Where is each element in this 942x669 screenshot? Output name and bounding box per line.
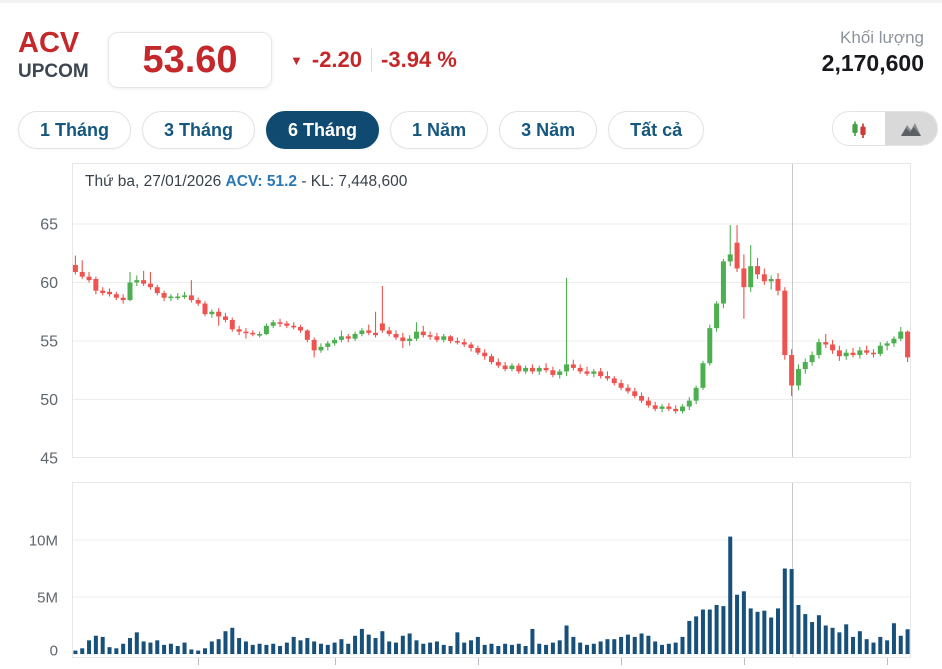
ticker-symbol: ACV xyxy=(18,27,80,59)
svg-text:0: 0 xyxy=(50,643,58,660)
svg-text:10M: 10M xyxy=(29,533,58,550)
svg-text:60: 60 xyxy=(40,275,58,292)
volume-value: 2,170,600 xyxy=(821,50,924,76)
tab-all[interactable]: Tất cả xyxy=(608,111,705,149)
tooltip-price: ACV: 51.2 xyxy=(225,173,298,190)
svg-text:45: 45 xyxy=(40,451,58,468)
area-chart-button[interactable] xyxy=(885,112,937,145)
last-price: 53.60 xyxy=(142,38,238,81)
tab-6-months[interactable]: 6 Tháng xyxy=(266,111,380,149)
exchange-name: UPCOM xyxy=(18,61,89,82)
svg-text:55: 55 xyxy=(40,334,58,351)
tab-3-months[interactable]: 3 Tháng xyxy=(142,111,256,149)
tab-1-month[interactable]: 1 Tháng xyxy=(18,111,132,149)
volume-label: Khối lượng xyxy=(840,28,924,47)
price-change-row: ▼ -2.20 -3.94 % xyxy=(290,34,457,86)
price-change: -2.20 xyxy=(311,47,363,72)
price-change-percent: -3.94 % xyxy=(381,47,457,72)
range-tabs: 1 Tháng 3 Tháng 6 Tháng 1 Năm 3 Năm Tất … xyxy=(18,111,705,149)
tab-1-year[interactable]: 1 Năm xyxy=(390,111,489,149)
tooltip-volume: - KL: 7,448,600 xyxy=(301,173,408,190)
candlestick-icon xyxy=(852,121,866,138)
tab-3-years[interactable]: 3 Năm xyxy=(499,111,598,149)
svg-text:65: 65 xyxy=(40,217,58,234)
chart-type-toggle xyxy=(832,111,938,146)
session-volume-block: Khối lượng 2,170,600 xyxy=(822,27,924,77)
crosshair-tooltip: Thứ ba, 27/01/2026 ACV: 51.2 - KL: 7,448… xyxy=(85,173,407,191)
symbol-block: ACV UPCOM xyxy=(18,27,89,83)
svg-text:5M: 5M xyxy=(37,590,58,607)
last-price-box: 53.60 xyxy=(108,32,272,88)
candlestick-chart-button[interactable] xyxy=(833,112,885,145)
change-divider xyxy=(371,48,373,72)
price-volume-chart[interactable]: 65 60 55 50 45 10M 5M 0 xyxy=(0,3,942,669)
down-arrow-icon: ▼ xyxy=(290,52,303,68)
svg-text:50: 50 xyxy=(40,392,58,409)
area-chart-icon xyxy=(901,122,921,136)
tooltip-date: Thứ ba, 27/01/2026 xyxy=(85,173,222,190)
